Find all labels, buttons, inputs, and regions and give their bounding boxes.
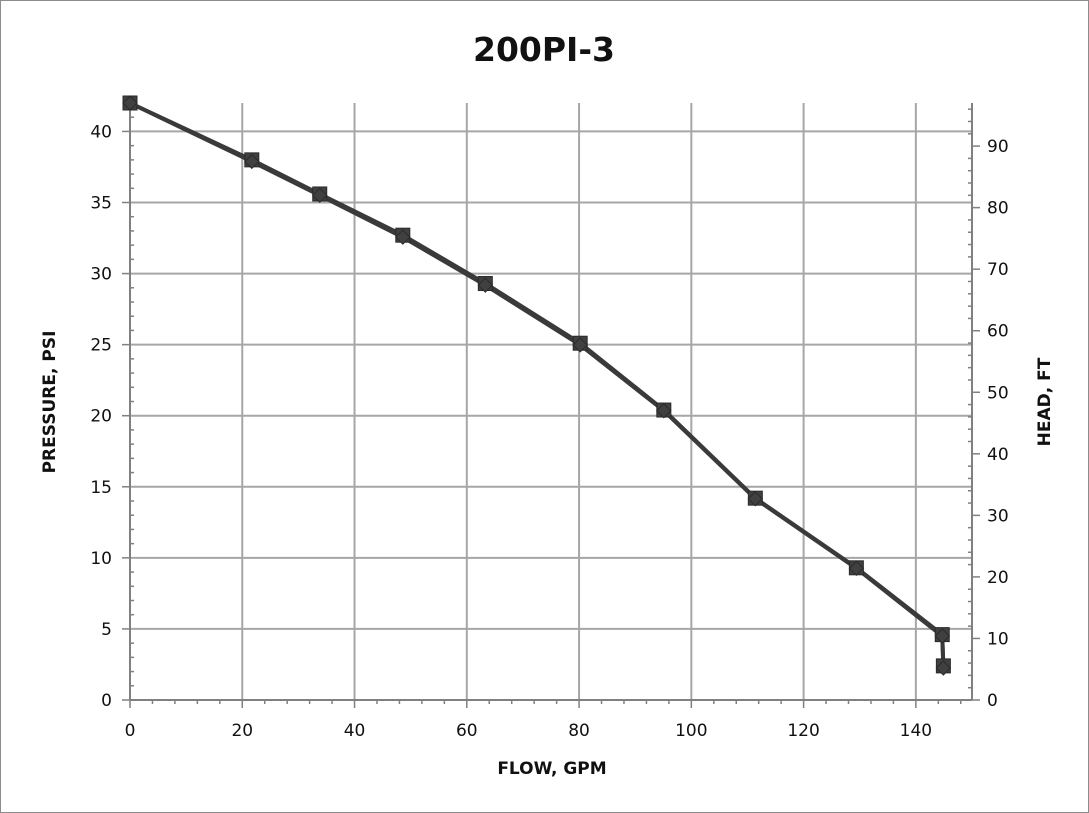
head-point [572, 337, 588, 353]
x-tick-label: 80 [568, 721, 590, 741]
head-point [312, 187, 328, 204]
y2-tick-label: 70 [987, 260, 1009, 280]
tick-marks [122, 102, 980, 708]
head-point [934, 628, 950, 644]
x-tick-label: 100 [675, 721, 707, 741]
y2-tick-label: 50 [987, 383, 1009, 403]
axes [129, 103, 973, 701]
head-point [747, 491, 764, 507]
y2-tick-label: 20 [987, 568, 1009, 588]
x-tick-label: 60 [456, 721, 478, 741]
head-point [122, 95, 138, 111]
y-tick-label: 5 [101, 620, 112, 640]
x-tick-label: 0 [125, 721, 136, 741]
y2-tick-label: 60 [987, 322, 1009, 342]
y-tick-label: 10 [90, 549, 112, 569]
y2-tick-label: 90 [987, 137, 1009, 157]
y-tick-label: 0 [101, 691, 112, 711]
y2-tick-label: 40 [987, 445, 1009, 465]
y2-tick-label: 0 [987, 691, 998, 711]
head-point [395, 229, 411, 245]
head-point [477, 277, 494, 293]
x-tick-label: 20 [231, 721, 253, 741]
head-point [244, 153, 260, 170]
y-tick-label: 25 [90, 336, 112, 356]
y-tick-label: 35 [90, 194, 112, 214]
pressure-series-line [129, 101, 946, 666]
head-point [656, 403, 672, 419]
y-tick-label: 40 [90, 122, 112, 142]
gridlines [130, 103, 972, 700]
y2-tick-label: 10 [987, 629, 1009, 649]
x-axis-title: FLOW, GPM [497, 759, 606, 779]
x-tick-label: 140 [900, 721, 932, 741]
x-tick-label: 40 [344, 721, 366, 741]
y-tick-label: 30 [90, 265, 112, 285]
chart-title: 200PI-3 [473, 30, 615, 69]
head-series-line [129, 101, 946, 669]
y-tick-label: 20 [90, 407, 112, 427]
y2-axis-title: HEAD, FT [1035, 357, 1055, 446]
y-axis-title: PRESSURE, PSI [40, 331, 60, 474]
head-point [935, 660, 952, 676]
y2-tick-label: 80 [987, 199, 1009, 219]
x-tick-label: 120 [787, 721, 819, 741]
tick-labels: 0 20 40 60 80 100 120 140 0 5 10 15 20 25 30 35 40 0 10 20 3… [90, 122, 1008, 741]
y-tick-label: 15 [90, 478, 112, 498]
head-point [848, 560, 865, 576]
data-series [122, 95, 952, 676]
y2-tick-label: 30 [987, 506, 1009, 526]
